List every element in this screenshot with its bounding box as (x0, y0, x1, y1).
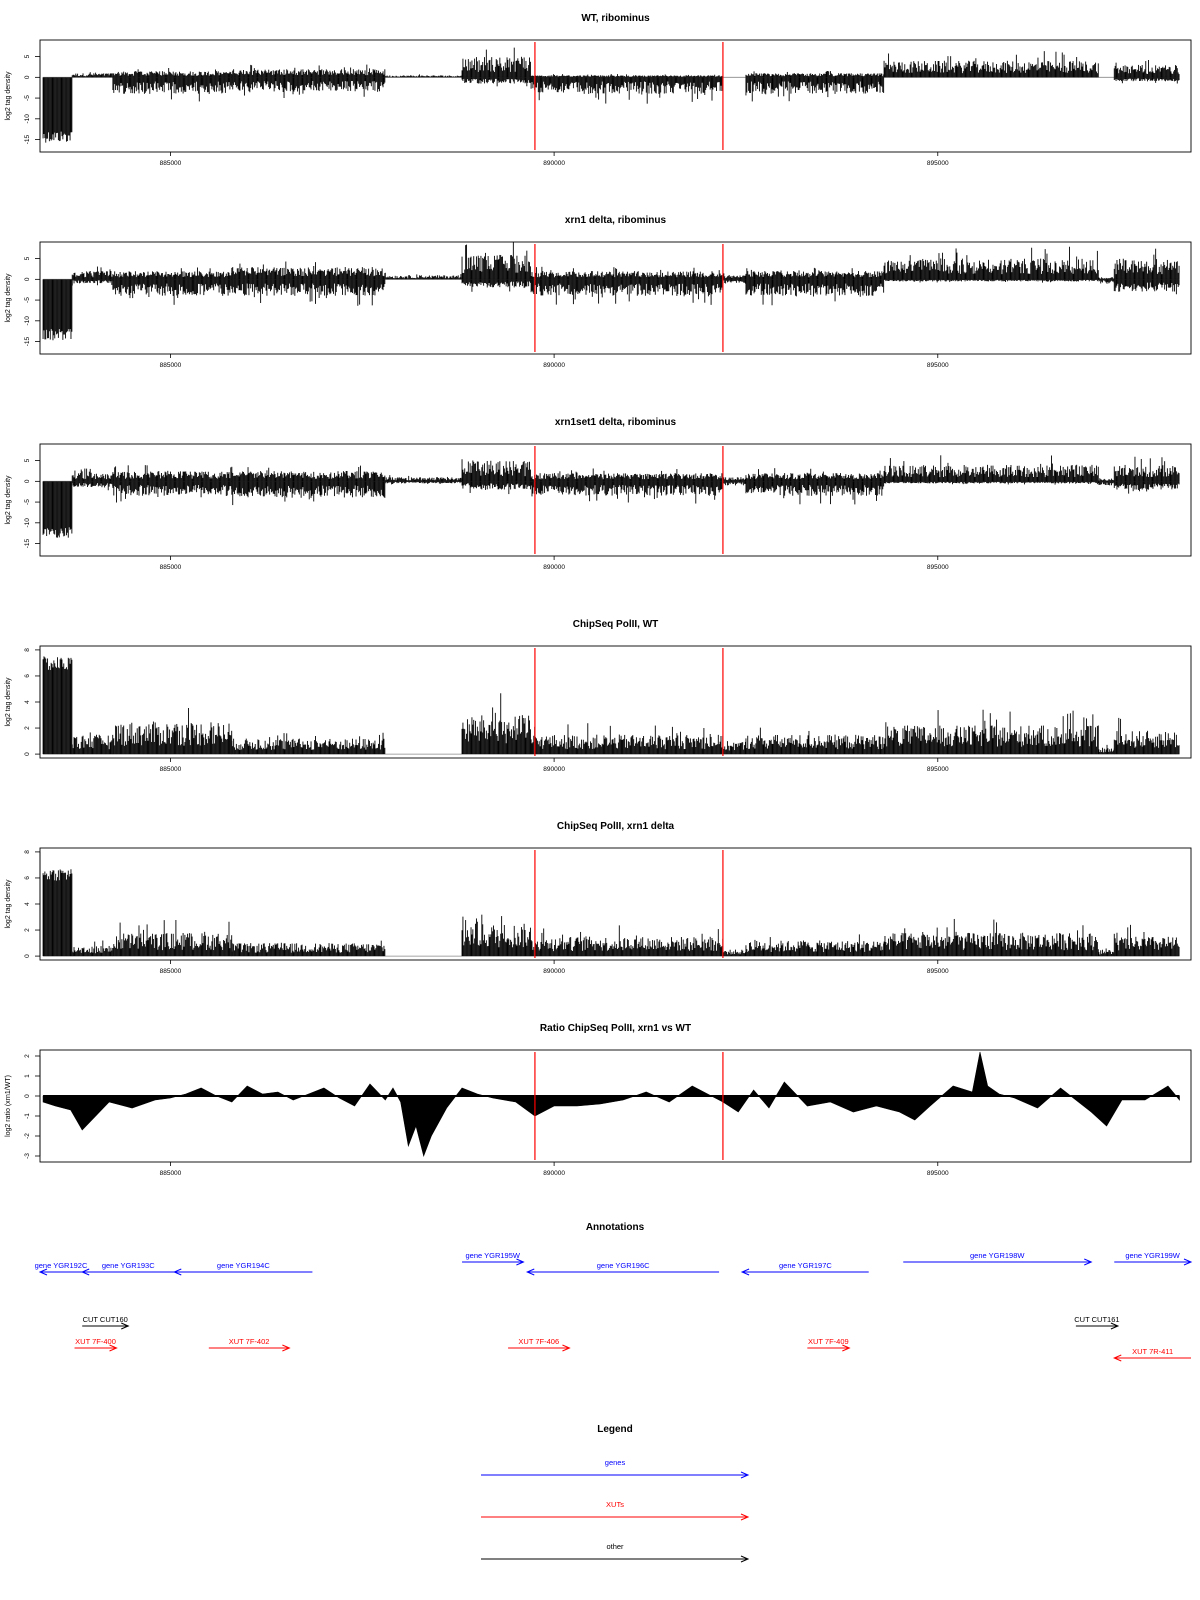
y-tick-label: -5 (24, 499, 31, 505)
signal-segment (112, 68, 233, 102)
x-tick-label: 895000 (927, 362, 949, 369)
y-tick-label: -10 (24, 114, 31, 124)
signal-segment (112, 267, 233, 305)
y-tick-label: 0 (24, 277, 31, 281)
signal-segment (112, 465, 233, 503)
signal-segment (1098, 277, 1115, 284)
plot-frame (39, 39, 1192, 153)
y-axis-label: log2 tag density (5, 71, 12, 121)
x-tick-label: 895000 (927, 160, 949, 167)
signal-segment (883, 51, 1099, 78)
signal-segment (1113, 248, 1180, 295)
y-tick-label: -10 (24, 518, 31, 528)
y-tick-label: -10 (24, 316, 31, 326)
chart-title: xrn1 delta, ribominus (565, 215, 667, 226)
y-axis-label: log2 tag density (5, 273, 12, 323)
x-tick-label: 890000 (543, 160, 565, 167)
x-tick-label: 890000 (543, 362, 565, 369)
signal-segment (231, 64, 386, 98)
signal-segment (42, 279, 73, 341)
x-tick-label: 890000 (543, 564, 565, 571)
signal-segment (42, 77, 73, 143)
signal-segment (71, 72, 114, 78)
signal-segment (745, 70, 885, 102)
y-tick-label: -15 (24, 336, 31, 346)
y-axis-label: log2 tag density (5, 475, 12, 525)
y-tick-label: -15 (24, 538, 31, 548)
signal-segment (530, 74, 724, 104)
signal-segment (1113, 60, 1180, 84)
y-tick-label: 5 (24, 54, 31, 58)
y-tick-label: 0 (24, 479, 31, 483)
y-tick-label: -5 (24, 297, 31, 303)
signal-segment (883, 246, 1099, 283)
panel-xrn1set1-ribominus: xrn1set1 delta, ribominus log2 tag densit… (5, 417, 1192, 571)
x-tick-label: 885000 (160, 564, 182, 571)
x-tick-label: 885000 (160, 362, 182, 369)
panel-xrn1-ribominus: xrn1 delta, ribominus log2 tag density -15… (5, 215, 1192, 369)
panel-wt-ribominus: WT, ribominus log2 tag density -15 -10 -5 0 5 8… (5, 13, 1192, 167)
chart-title: xrn1set1 delta, ribominus (555, 417, 677, 428)
signal-segment (745, 267, 885, 306)
signal-segment (461, 242, 531, 292)
y-tick-label: -15 (24, 134, 31, 144)
signal-segment (722, 273, 746, 284)
signal-segment (71, 468, 114, 491)
plot-frame (39, 241, 1192, 355)
x-tick-label: 895000 (927, 564, 949, 571)
x-tick-label: 885000 (160, 160, 182, 167)
signal-segment (461, 47, 531, 87)
plot-frame (39, 443, 1192, 557)
signal-segment (384, 74, 463, 78)
y-tick-label: 0 (24, 75, 31, 79)
chart-title: WT, ribominus (581, 13, 650, 24)
signal-segment (231, 261, 386, 306)
signal-segment (231, 465, 386, 506)
signal-segment (384, 272, 463, 280)
signal-segment (42, 481, 73, 538)
y-tick-label: -5 (24, 95, 31, 101)
signal-segment (530, 266, 724, 305)
signal-segment (71, 266, 114, 286)
y-tick-label: 5 (24, 458, 31, 462)
y-tick-label: 5 (24, 256, 31, 260)
